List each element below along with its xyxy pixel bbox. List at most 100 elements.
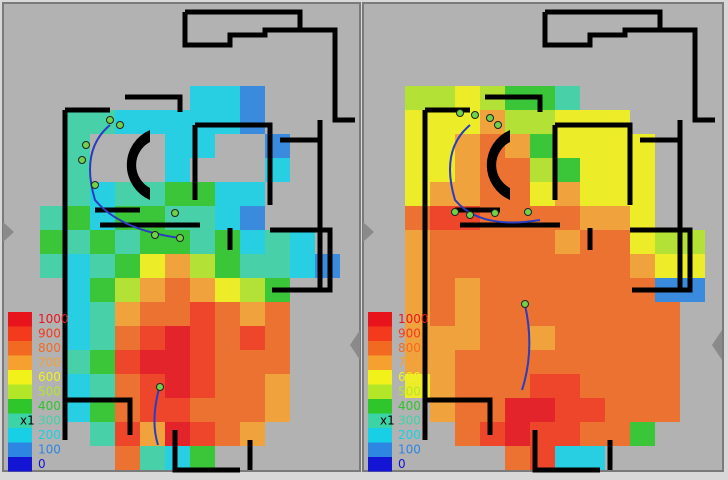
- heat-cell: [555, 326, 580, 350]
- heat-cell: [215, 110, 240, 134]
- legend-swatch: [8, 399, 32, 414]
- heat-cell: [580, 326, 605, 350]
- heat-cell: [90, 350, 115, 374]
- legend-label: 200: [398, 428, 421, 442]
- legend-swatch: [8, 457, 32, 472]
- heat-cell: [530, 110, 555, 134]
- legend-swatch: [8, 413, 32, 428]
- heat-cell: [165, 230, 190, 254]
- heat-cell: [240, 110, 265, 134]
- heat-cell: [555, 350, 580, 374]
- heat-cell: [90, 374, 115, 398]
- legend-label: 800: [38, 341, 61, 355]
- heat-cell: [240, 374, 265, 398]
- heat-cell: [580, 278, 605, 302]
- heat-cell: [65, 326, 90, 350]
- heat-cell: [215, 350, 240, 374]
- legend-swatch: [368, 326, 392, 341]
- heat-cell: [630, 398, 655, 422]
- heat-cell: [190, 278, 215, 302]
- heat-cell: [240, 326, 265, 350]
- heat-cell: [480, 374, 505, 398]
- heat-cell: [190, 350, 215, 374]
- legend-swatch: [8, 442, 32, 457]
- legend-swatch: [368, 384, 392, 399]
- legend-label: 300: [398, 414, 421, 428]
- heat-cell: [65, 206, 90, 230]
- heat-cell: [140, 278, 165, 302]
- heat-cell: [505, 326, 530, 350]
- heat-cell: [165, 326, 190, 350]
- heat-cell: [555, 254, 580, 278]
- heat-cell: [430, 278, 455, 302]
- legend-swatch: [368, 457, 392, 472]
- heat-cell: [580, 158, 605, 182]
- heat-cell: [655, 254, 680, 278]
- heat-cell: [115, 350, 140, 374]
- heat-cell: [455, 374, 480, 398]
- heat-cell: [455, 158, 480, 182]
- heat-cell: [190, 446, 215, 470]
- heat-cell: [140, 254, 165, 278]
- legend-label: 300: [38, 414, 61, 428]
- heat-cell: [40, 254, 65, 278]
- heat-cell: [530, 158, 555, 182]
- heat-cell: [530, 302, 555, 326]
- heat-cell: [190, 422, 215, 446]
- heat-cell: [115, 302, 140, 326]
- heat-cell: [530, 374, 555, 398]
- heat-cell: [555, 278, 580, 302]
- heat-cell: [115, 326, 140, 350]
- heat-cell: [140, 326, 165, 350]
- heat-cell: [115, 278, 140, 302]
- heat-cell: [530, 254, 555, 278]
- legend-label: 100: [398, 443, 421, 457]
- heat-cell: [90, 302, 115, 326]
- legend-swatch: [8, 384, 32, 399]
- side-tab[interactable]: [350, 330, 360, 360]
- legend-label: 900: [38, 327, 61, 341]
- legend-swatch: [368, 370, 392, 385]
- side-tab[interactable]: [712, 330, 722, 360]
- heat-cell: [655, 350, 680, 374]
- heat-cell: [480, 278, 505, 302]
- side-tab[interactable]: [363, 222, 374, 242]
- heat-cell: [215, 326, 240, 350]
- heat-cell: [165, 374, 190, 398]
- heat-cell: [630, 254, 655, 278]
- heat-cell: [605, 398, 630, 422]
- heat-cell: [90, 326, 115, 350]
- heat-cell: [265, 326, 290, 350]
- legend-swatch: [368, 428, 392, 443]
- heat-cell: [605, 278, 630, 302]
- heat-cell: [430, 110, 455, 134]
- heat-cell: [630, 158, 655, 182]
- legend-label: 900: [398, 327, 421, 341]
- heat-cell: [580, 302, 605, 326]
- heat-cell: [630, 422, 655, 446]
- legend-swatch: [8, 312, 32, 327]
- heat-cell: [215, 398, 240, 422]
- heat-cell: [580, 206, 605, 230]
- legend-swatch: [8, 355, 32, 370]
- heat-cell: [455, 230, 480, 254]
- heat-cell: [555, 374, 580, 398]
- side-tab[interactable]: [3, 222, 14, 242]
- heat-cell: [605, 326, 630, 350]
- heat-cell: [630, 374, 655, 398]
- legend-swatch: [8, 326, 32, 341]
- heat-cell: [555, 230, 580, 254]
- heat-cell: [140, 422, 165, 446]
- heat-cell: [530, 398, 555, 422]
- heat-cell: [190, 302, 215, 326]
- heat-cell: [505, 398, 530, 422]
- heat-cell: [580, 398, 605, 422]
- heat-cell: [240, 206, 265, 230]
- heat-cell: [265, 350, 290, 374]
- heat-cell: [605, 254, 630, 278]
- heat-cell: [505, 254, 530, 278]
- heat-cell: [115, 446, 140, 470]
- heat-cell: [65, 110, 90, 134]
- legend-label: 200: [38, 428, 61, 442]
